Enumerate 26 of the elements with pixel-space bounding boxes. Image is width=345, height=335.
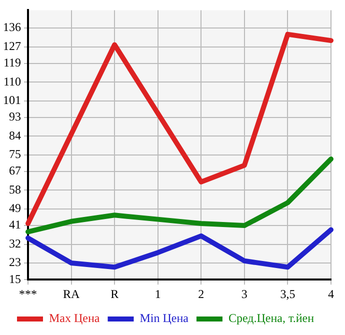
legend-label: Max Цена [48, 311, 100, 326]
y-tick-label: 41 [9, 218, 21, 232]
y-tick-label: 75 [9, 147, 21, 162]
y-tick-label: 119 [3, 56, 21, 70]
y-tick-label: 127 [3, 38, 21, 53]
x-tick-label: 4 [328, 286, 334, 301]
y-tick-label: 67 [9, 164, 21, 178]
y-tick-label: 136 [3, 20, 21, 34]
legend-label: Min Цена [140, 311, 190, 326]
y-tick-label: 110 [3, 74, 21, 88]
y-tick-label: 23 [9, 255, 21, 270]
x-tick-label: 2 [198, 286, 204, 301]
x-tick-label: R [110, 286, 119, 301]
x-tick-label: 3 [241, 286, 248, 301]
x-tick-label: 1 [154, 286, 161, 301]
y-tick-label: 15 [9, 272, 21, 286]
y-tick-label: 84 [9, 128, 21, 142]
legend-label: Сред.Цена, т.йен [228, 311, 315, 326]
y-tick-label: 93 [9, 110, 21, 124]
y-tick-label: 58 [9, 182, 21, 196]
x-tick-label: RA [62, 286, 80, 301]
x-tick-label: *** [19, 286, 37, 301]
y-tick-label: 49 [9, 201, 21, 216]
y-tick-label: 32 [9, 236, 21, 250]
x-tick-label: 3,5 [280, 286, 296, 301]
y-tick-label: 101 [3, 92, 21, 107]
